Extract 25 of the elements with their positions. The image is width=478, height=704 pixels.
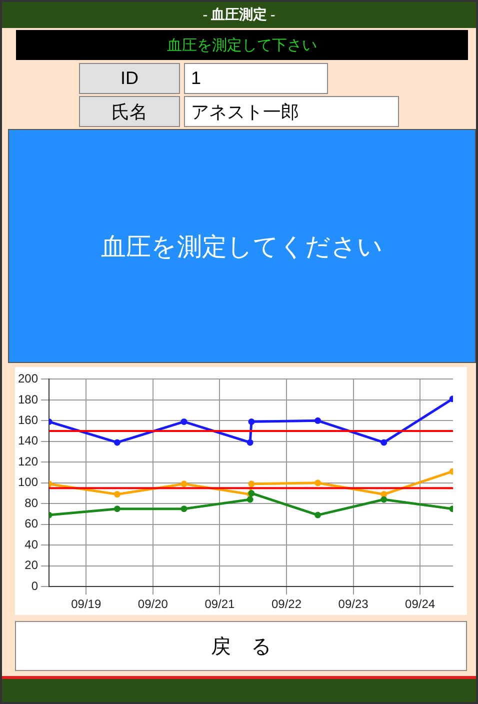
y-tick-label: 40 xyxy=(24,537,38,552)
x-tick-label: 09/19 xyxy=(71,597,102,612)
text: 血圧を測定してください xyxy=(8,129,476,363)
y-tick-label: 60 xyxy=(24,516,38,531)
y-tick-label: 180 xyxy=(18,392,38,406)
text: 血圧を測定して下さい xyxy=(16,30,468,60)
y-tick-label: 80 xyxy=(24,496,38,510)
x-tick-label: 09/24 xyxy=(405,597,436,612)
y-tick-label: 160 xyxy=(18,412,38,427)
x-tick-label: 09/23 xyxy=(338,597,369,612)
y-tick-label: 100 xyxy=(18,475,38,490)
y-tick-label: 140 xyxy=(18,434,38,448)
text: 戻 る xyxy=(15,621,467,671)
text: ID xyxy=(79,63,180,94)
x-tick-label: 09/20 xyxy=(138,597,168,612)
text: 1 xyxy=(184,63,328,94)
y-tick-label: 0 xyxy=(31,578,38,593)
y-tick-label: 200 xyxy=(18,372,38,386)
text: 氏名 xyxy=(79,96,180,127)
y-tick-label: 120 xyxy=(18,454,38,468)
y-tick-label: 20 xyxy=(24,558,38,572)
x-tick-label: 09/21 xyxy=(204,597,236,612)
x-tick-label: 09/22 xyxy=(271,597,302,612)
text: - 血圧測定 - xyxy=(2,2,476,28)
text: アネスト一郎 xyxy=(184,96,399,127)
